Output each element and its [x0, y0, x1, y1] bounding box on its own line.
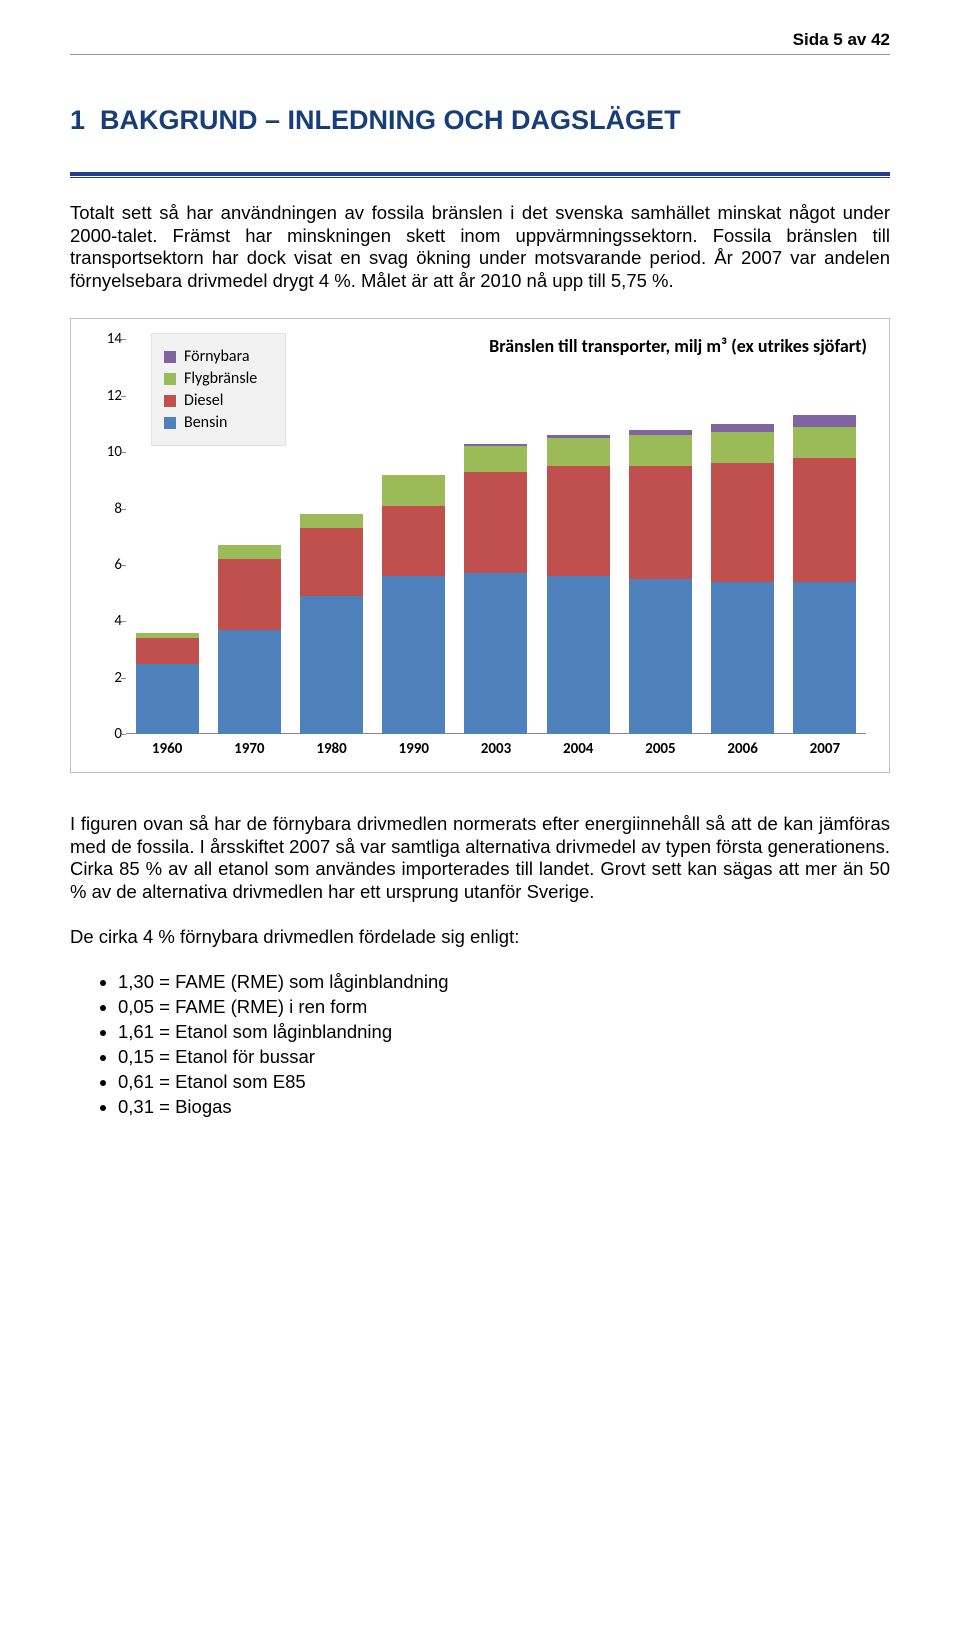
bar-segment-diesel — [793, 458, 856, 582]
heading-underline — [70, 172, 890, 178]
bullet-item: 0,05 = FAME (RME) i ren form — [118, 995, 890, 1020]
bar-segment-diesel — [629, 466, 692, 579]
x-label: 2005 — [645, 740, 675, 758]
bar-segment-flyg — [382, 475, 445, 506]
bar-segment-flyg — [629, 435, 692, 466]
bar-segment-diesel — [382, 506, 445, 577]
y-tickmark — [121, 509, 126, 510]
x-label: 1960 — [152, 740, 182, 758]
bars-container: 1960 1970 1980 1990 2003 2004 2005 2006 2007 — [126, 339, 866, 734]
y-tick-label: 12 — [96, 387, 122, 405]
paragraph-3: De cirka 4 % förnybara drivmedlen fördel… — [70, 926, 890, 949]
bar-segment-bensin — [382, 576, 445, 734]
x-label: 2006 — [727, 740, 757, 758]
bar-1970: 1970 — [218, 545, 281, 734]
y-tickmark — [121, 678, 126, 679]
page-number: Sida 5 av 42 — [793, 30, 890, 49]
bar-2005: 2005 — [629, 430, 692, 735]
paragraph-2: I figuren ovan så har de förnybara drivm… — [70, 813, 890, 903]
bar-segment-diesel — [711, 463, 774, 582]
bar-2006: 2006 — [711, 424, 774, 734]
y-tickmark — [121, 452, 126, 453]
bar-segment-diesel — [136, 638, 199, 663]
bar-segment-diesel — [300, 528, 363, 596]
bar-2003: 2003 — [464, 444, 527, 735]
bar-segment-bensin — [711, 582, 774, 734]
x-label: 2003 — [481, 740, 511, 758]
bar-segment-bensin — [629, 579, 692, 734]
y-tickmark — [121, 565, 126, 566]
section-title-text: BAKGRUND – INLEDNING OCH DAGSLÄGET — [100, 105, 681, 135]
x-label: 1970 — [234, 740, 264, 758]
bar-1960: 1960 — [136, 633, 199, 735]
bullet-item: 0,31 = Biogas — [118, 1095, 890, 1120]
y-tickmark — [121, 621, 126, 622]
bar-segment-diesel — [464, 472, 527, 574]
bar-segment-flyg — [464, 446, 527, 471]
bar-segment-bensin — [547, 576, 610, 734]
bar-segment-bensin — [300, 596, 363, 734]
bar-segment-flyg — [218, 545, 281, 559]
section-number: 1 — [70, 105, 85, 135]
y-tick-label: 8 — [96, 500, 122, 518]
y-tick-label: 0 — [96, 725, 122, 743]
x-label: 2007 — [810, 740, 840, 758]
chart-plot-area: 196019701980199020032004200520062007 024… — [126, 339, 866, 734]
x-label: 1980 — [316, 740, 346, 758]
bullet-item: 0,61 = Etanol som E85 — [118, 1070, 890, 1095]
bar-1980: 1980 — [300, 514, 363, 734]
bar-2007: 2007 — [793, 415, 856, 734]
x-label: 2004 — [563, 740, 593, 758]
y-tick-label: 4 — [96, 612, 122, 630]
y-tick-label: 2 — [96, 669, 122, 687]
bar-segment-bensin — [793, 582, 856, 734]
bullet-list: 1,30 = FAME (RME) som låginblandning0,05… — [70, 970, 890, 1120]
bar-segment-diesel — [547, 466, 610, 576]
bar-segment-bensin — [464, 573, 527, 734]
bar-2004: 2004 — [547, 435, 610, 734]
bullet-item: 1,61 = Etanol som låginblandning — [118, 1020, 890, 1045]
y-tickmark — [121, 734, 126, 735]
y-tickmark — [121, 339, 126, 340]
page-header: Sida 5 av 42 — [70, 30, 890, 55]
bar-segment-diesel — [218, 559, 281, 630]
bar-1990: 1990 — [382, 475, 445, 735]
bullet-item: 0,15 = Etanol för bussar — [118, 1045, 890, 1070]
bar-segment-fornybara — [793, 415, 856, 426]
y-tick-label: 14 — [96, 330, 122, 348]
fuel-chart: FörnybaraFlygbränsleDieselBensin Bränsle… — [70, 318, 890, 773]
y-tickmark — [121, 396, 126, 397]
bar-segment-fornybara — [711, 424, 774, 432]
y-tick-label: 6 — [96, 556, 122, 574]
bar-segment-flyg — [711, 432, 774, 463]
x-label: 1990 — [399, 740, 429, 758]
bar-segment-bensin — [218, 630, 281, 734]
y-tick-label: 10 — [96, 443, 122, 461]
paragraph-1: Totalt sett så har användningen av fossi… — [70, 202, 890, 292]
bullet-item: 1,30 = FAME (RME) som låginblandning — [118, 970, 890, 995]
bar-segment-flyg — [300, 514, 363, 528]
bar-segment-flyg — [793, 427, 856, 458]
section-heading: 1 BAKGRUND – INLEDNING OCH DAGSLÄGET — [70, 105, 890, 144]
bar-segment-bensin — [136, 664, 199, 735]
bar-segment-flyg — [547, 438, 610, 466]
